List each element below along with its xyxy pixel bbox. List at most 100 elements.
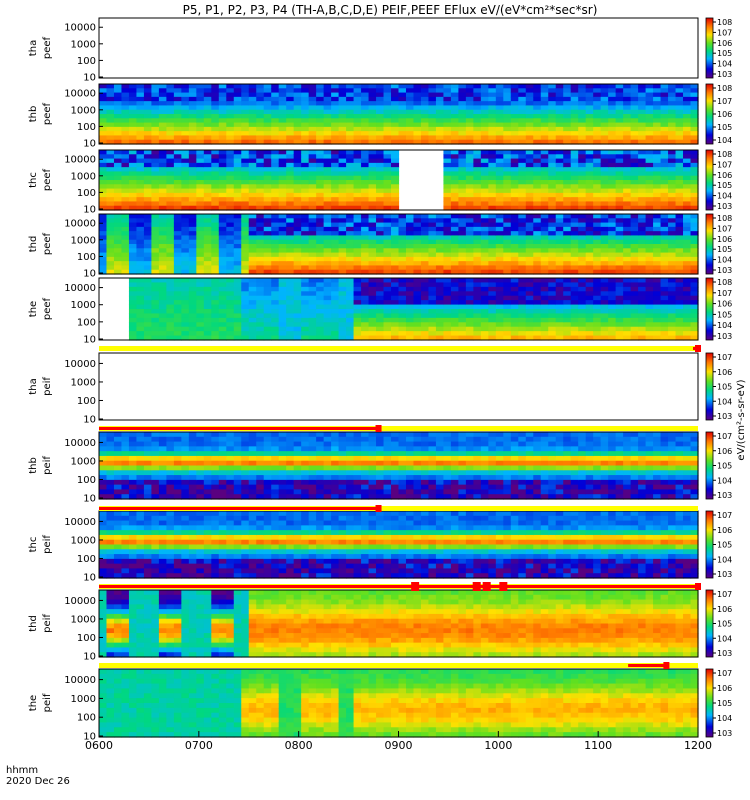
heatmap-cell [473, 114, 482, 119]
heatmap-cell [450, 326, 459, 332]
heatmap-cell [218, 131, 227, 137]
heatmap-cell [361, 286, 370, 292]
heatmap-cell [518, 248, 527, 254]
heatmap-cell [263, 162, 272, 168]
heatmap-cell [188, 286, 197, 292]
heatmap-cell [196, 131, 205, 137]
heatmap-cell [361, 295, 370, 301]
heatmap-cell [533, 239, 542, 245]
heatmap-cell [615, 256, 624, 262]
heatmap-cell [563, 84, 572, 89]
heatmap-cell [533, 309, 542, 315]
heatmap-cell [263, 171, 272, 177]
heatmap-cell [218, 150, 227, 155]
heatmap-cell [248, 92, 257, 98]
heatmap-cell [256, 432, 265, 438]
heatmap-cell [211, 436, 220, 443]
heatmap-cell [383, 265, 392, 271]
heatmap-cell [263, 479, 272, 486]
heatmap-cell [548, 162, 557, 168]
heatmap-cell [233, 300, 242, 306]
heatmap-cell [128, 105, 138, 111]
heatmap-cell [376, 313, 385, 319]
heatmap-cell [241, 313, 250, 319]
heatmap-cell [121, 218, 130, 224]
heatmap-cell [151, 231, 160, 237]
heatmap-cell [361, 231, 370, 237]
heatmap-cell [510, 244, 519, 249]
heatmap-cell [593, 188, 602, 194]
heatmap-cell [473, 269, 482, 275]
heatmap-cell [376, 304, 385, 310]
heatmap-cell [525, 222, 534, 228]
heatmap-cell [623, 150, 632, 155]
heatmap-cell [533, 261, 542, 267]
heatmap-cell [196, 286, 205, 292]
heatmap-cell [301, 278, 310, 284]
heatmap-cell [293, 105, 302, 111]
heatmap-cell [465, 252, 474, 258]
heatmap-cell [196, 231, 205, 237]
heatmap-cell [630, 188, 639, 194]
heatmap-cell [211, 335, 220, 341]
heatmap-cell [308, 114, 317, 119]
heatmap-cell [113, 135, 123, 141]
heatmap-cell [226, 451, 235, 457]
heatmap-cell [376, 231, 385, 237]
heatmap-cell [600, 269, 609, 275]
heatmap-cell [443, 322, 452, 328]
heatmap-cell [540, 135, 549, 141]
heatmap-cell [338, 154, 347, 160]
heatmap-cell [271, 326, 280, 332]
heatmap-cell [278, 214, 287, 219]
heatmap-cell [518, 105, 527, 111]
heatmap-cell [166, 167, 175, 173]
heatmap-cell [99, 465, 108, 471]
y-tick-label: 10000 [64, 219, 96, 230]
heatmap-cell [578, 265, 587, 271]
heatmap-cell [173, 446, 182, 452]
heatmap-cell [121, 446, 130, 452]
heatmap-cell [331, 282, 340, 288]
heatmap-cell [428, 131, 437, 137]
heatmap-cell [248, 226, 257, 232]
heatmap-cell [480, 248, 489, 254]
heatmap-cell [233, 278, 242, 284]
heatmap-cell [510, 265, 519, 271]
heatmap-cell [503, 180, 512, 185]
panel-border [98, 277, 699, 341]
heatmap-cell [435, 226, 445, 232]
heatmap-cell [480, 326, 489, 332]
heatmap-cell [143, 295, 153, 301]
heatmap-cell [600, 335, 609, 341]
heatmap-cell [323, 205, 332, 211]
heatmap-cell [323, 484, 332, 491]
heatmap-cell [465, 335, 474, 341]
heatmap-cell [533, 269, 542, 275]
heatmap-cell [585, 282, 594, 288]
heatmap-cell [271, 295, 280, 301]
heatmap-cell [518, 331, 527, 337]
heatmap-cell [301, 105, 310, 111]
heatmap-cell [128, 432, 138, 438]
heatmap-cell [323, 150, 332, 155]
heatmap-cell [218, 239, 227, 245]
heatmap-cell [450, 317, 459, 323]
heatmap-cell [525, 126, 534, 132]
heatmap-cell [435, 88, 445, 94]
heatmap-cell [683, 180, 692, 185]
colorbar [705, 352, 714, 421]
heatmap-cell [211, 309, 220, 315]
heatmap-cell [158, 265, 167, 271]
heatmap-cell [510, 101, 519, 107]
heatmap-cell [405, 109, 415, 115]
heatmap-cell [428, 317, 437, 323]
heatmap-cell [271, 286, 280, 292]
heatmap-cell [143, 451, 153, 457]
heatmap-cell [480, 118, 489, 124]
heatmap-cell [585, 122, 594, 128]
heatmap-cell [428, 331, 437, 337]
heatmap-cell [271, 226, 280, 232]
heatmap-cell [578, 244, 587, 249]
heatmap-cell [525, 300, 534, 306]
